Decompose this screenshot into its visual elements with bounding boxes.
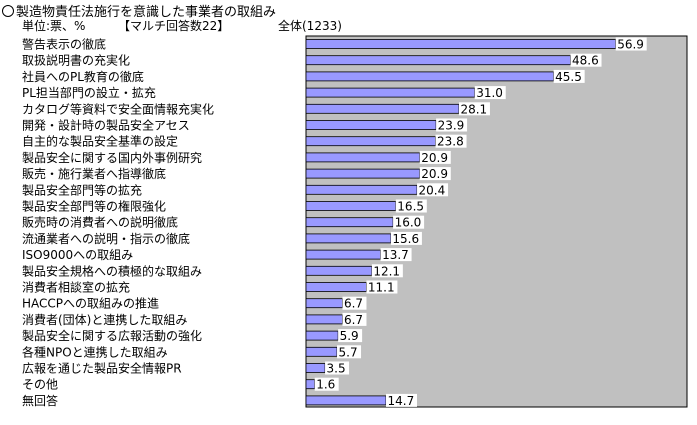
bar [305,120,437,130]
category-label: PL担当部門の設立・拡充 [22,85,156,100]
category-label: 製品安全に関する国内外事例研究 [22,150,202,165]
data-label: 6.7 [344,297,363,311]
bar [305,87,476,98]
data-label: 56.9 [617,38,644,52]
category-label: 流通業者への説明・指示の徹底 [22,231,190,246]
bar [305,39,617,49]
bar [305,103,460,114]
data-label: 20.9 [421,167,448,181]
data-label: 11.1 [368,281,395,295]
category-label: 開発・設計時の製品安全アセス [22,118,190,133]
bar [305,55,571,66]
bar [305,152,421,163]
data-label: 15.6 [392,232,419,246]
category-label: カタログ等資料で安全面情報充実化 [22,101,214,116]
category-label: HACCPへの取組みの推進 [22,297,159,311]
category-label: 無回答 [22,393,58,408]
bar [305,184,418,195]
data-label-box [570,53,602,67]
data-label-box [474,86,506,100]
category-label: 製品安全部門等の権限強化 [22,199,166,214]
category-label: 各種NPOと連携した取組み [22,344,168,359]
chart-title-text: 製造物責任法施行を意識した事業者の取組み [16,5,277,20]
data-label: 28.1 [460,102,487,116]
data-label-box [615,37,647,51]
data-label: 20.4 [419,183,446,197]
data-label-box [458,102,490,116]
data-label: 45.5 [555,70,582,84]
category-label: その他 [22,378,58,392]
bar [305,168,421,179]
data-label: 31.0 [476,86,503,100]
bar [305,314,343,325]
data-label: 14.7 [388,394,415,408]
category-label: 販売時の消費者への説明徹底 [22,215,178,230]
category-label: 製品安全部門等の拡充 [22,182,142,197]
category-label: 取扱説明書の充実化 [22,53,130,68]
data-label: 5.7 [339,345,358,359]
unit-label: 単位:票、% [22,19,86,33]
bar [305,201,397,211]
chart-title: 製造物責任法施行を意識した事業者の取組み [2,1,276,20]
bar [305,265,373,276]
data-label-box [553,69,585,83]
data-label-box [419,167,451,181]
data-label-box [338,329,363,343]
category-label: 消費者(団体)と連携した取組み [22,312,187,327]
data-label-box [436,118,468,132]
category-label: 製品安全規格への積極的な取組み [22,263,202,278]
data-label: 5.9 [340,329,359,343]
data-label-box [435,134,467,148]
category-label: ISO9000への取組み [22,248,133,262]
data-label: 13.7 [382,248,409,262]
data-label-box [380,248,412,262]
data-label-box [366,280,398,294]
data-label-box [371,264,403,278]
data-label: 23.8 [437,135,464,149]
data-label-box [393,215,425,229]
data-label: 16.0 [395,216,422,230]
category-label: 社員へのPL教育の徹底 [22,69,144,84]
bar [305,346,338,357]
data-label: 3.5 [327,362,346,376]
data-label-box [395,199,427,213]
bar [305,233,392,244]
data-label-box [314,377,339,391]
circle-bullet-icon [2,5,14,17]
data-label-box [325,361,350,375]
bar [305,379,316,390]
data-label: 23.9 [438,119,465,133]
category-label: 警告表示の徹底 [22,37,106,52]
data-label: 16.5 [397,200,424,214]
category-label: 製品安全に関する広報活動の強化 [22,328,202,343]
data-label-box [337,345,362,359]
data-label: 12.1 [373,264,400,278]
data-label: 1.6 [316,378,335,392]
data-label-box [417,183,449,197]
data-label-box [390,231,422,245]
bar [305,298,343,309]
data-label-box [386,393,418,407]
bar [305,330,339,341]
bar [305,395,387,406]
data-label-box [342,296,367,310]
bar [305,217,394,228]
bar [305,282,367,292]
data-label-box [342,312,367,326]
data-label: 48.6 [572,54,599,68]
bar [305,249,381,260]
data-label-box [419,150,451,164]
data-label: 6.7 [344,313,363,327]
total-label: 全体(1233) [278,19,342,33]
bar [305,71,555,82]
data-label: 20.9 [421,151,448,165]
bar [305,136,436,147]
category-label: 広報を通じた製品安全情報PR [22,361,182,376]
category-label: 販売・施行業者へ指導徹底 [22,166,166,181]
category-label: 消費者相談室の拡充 [22,280,130,295]
bar [305,363,326,373]
category-label: 自主的な製品安全基準の設定 [22,134,178,149]
multi-answer-label: 【マルチ回答数22】 [118,19,230,33]
